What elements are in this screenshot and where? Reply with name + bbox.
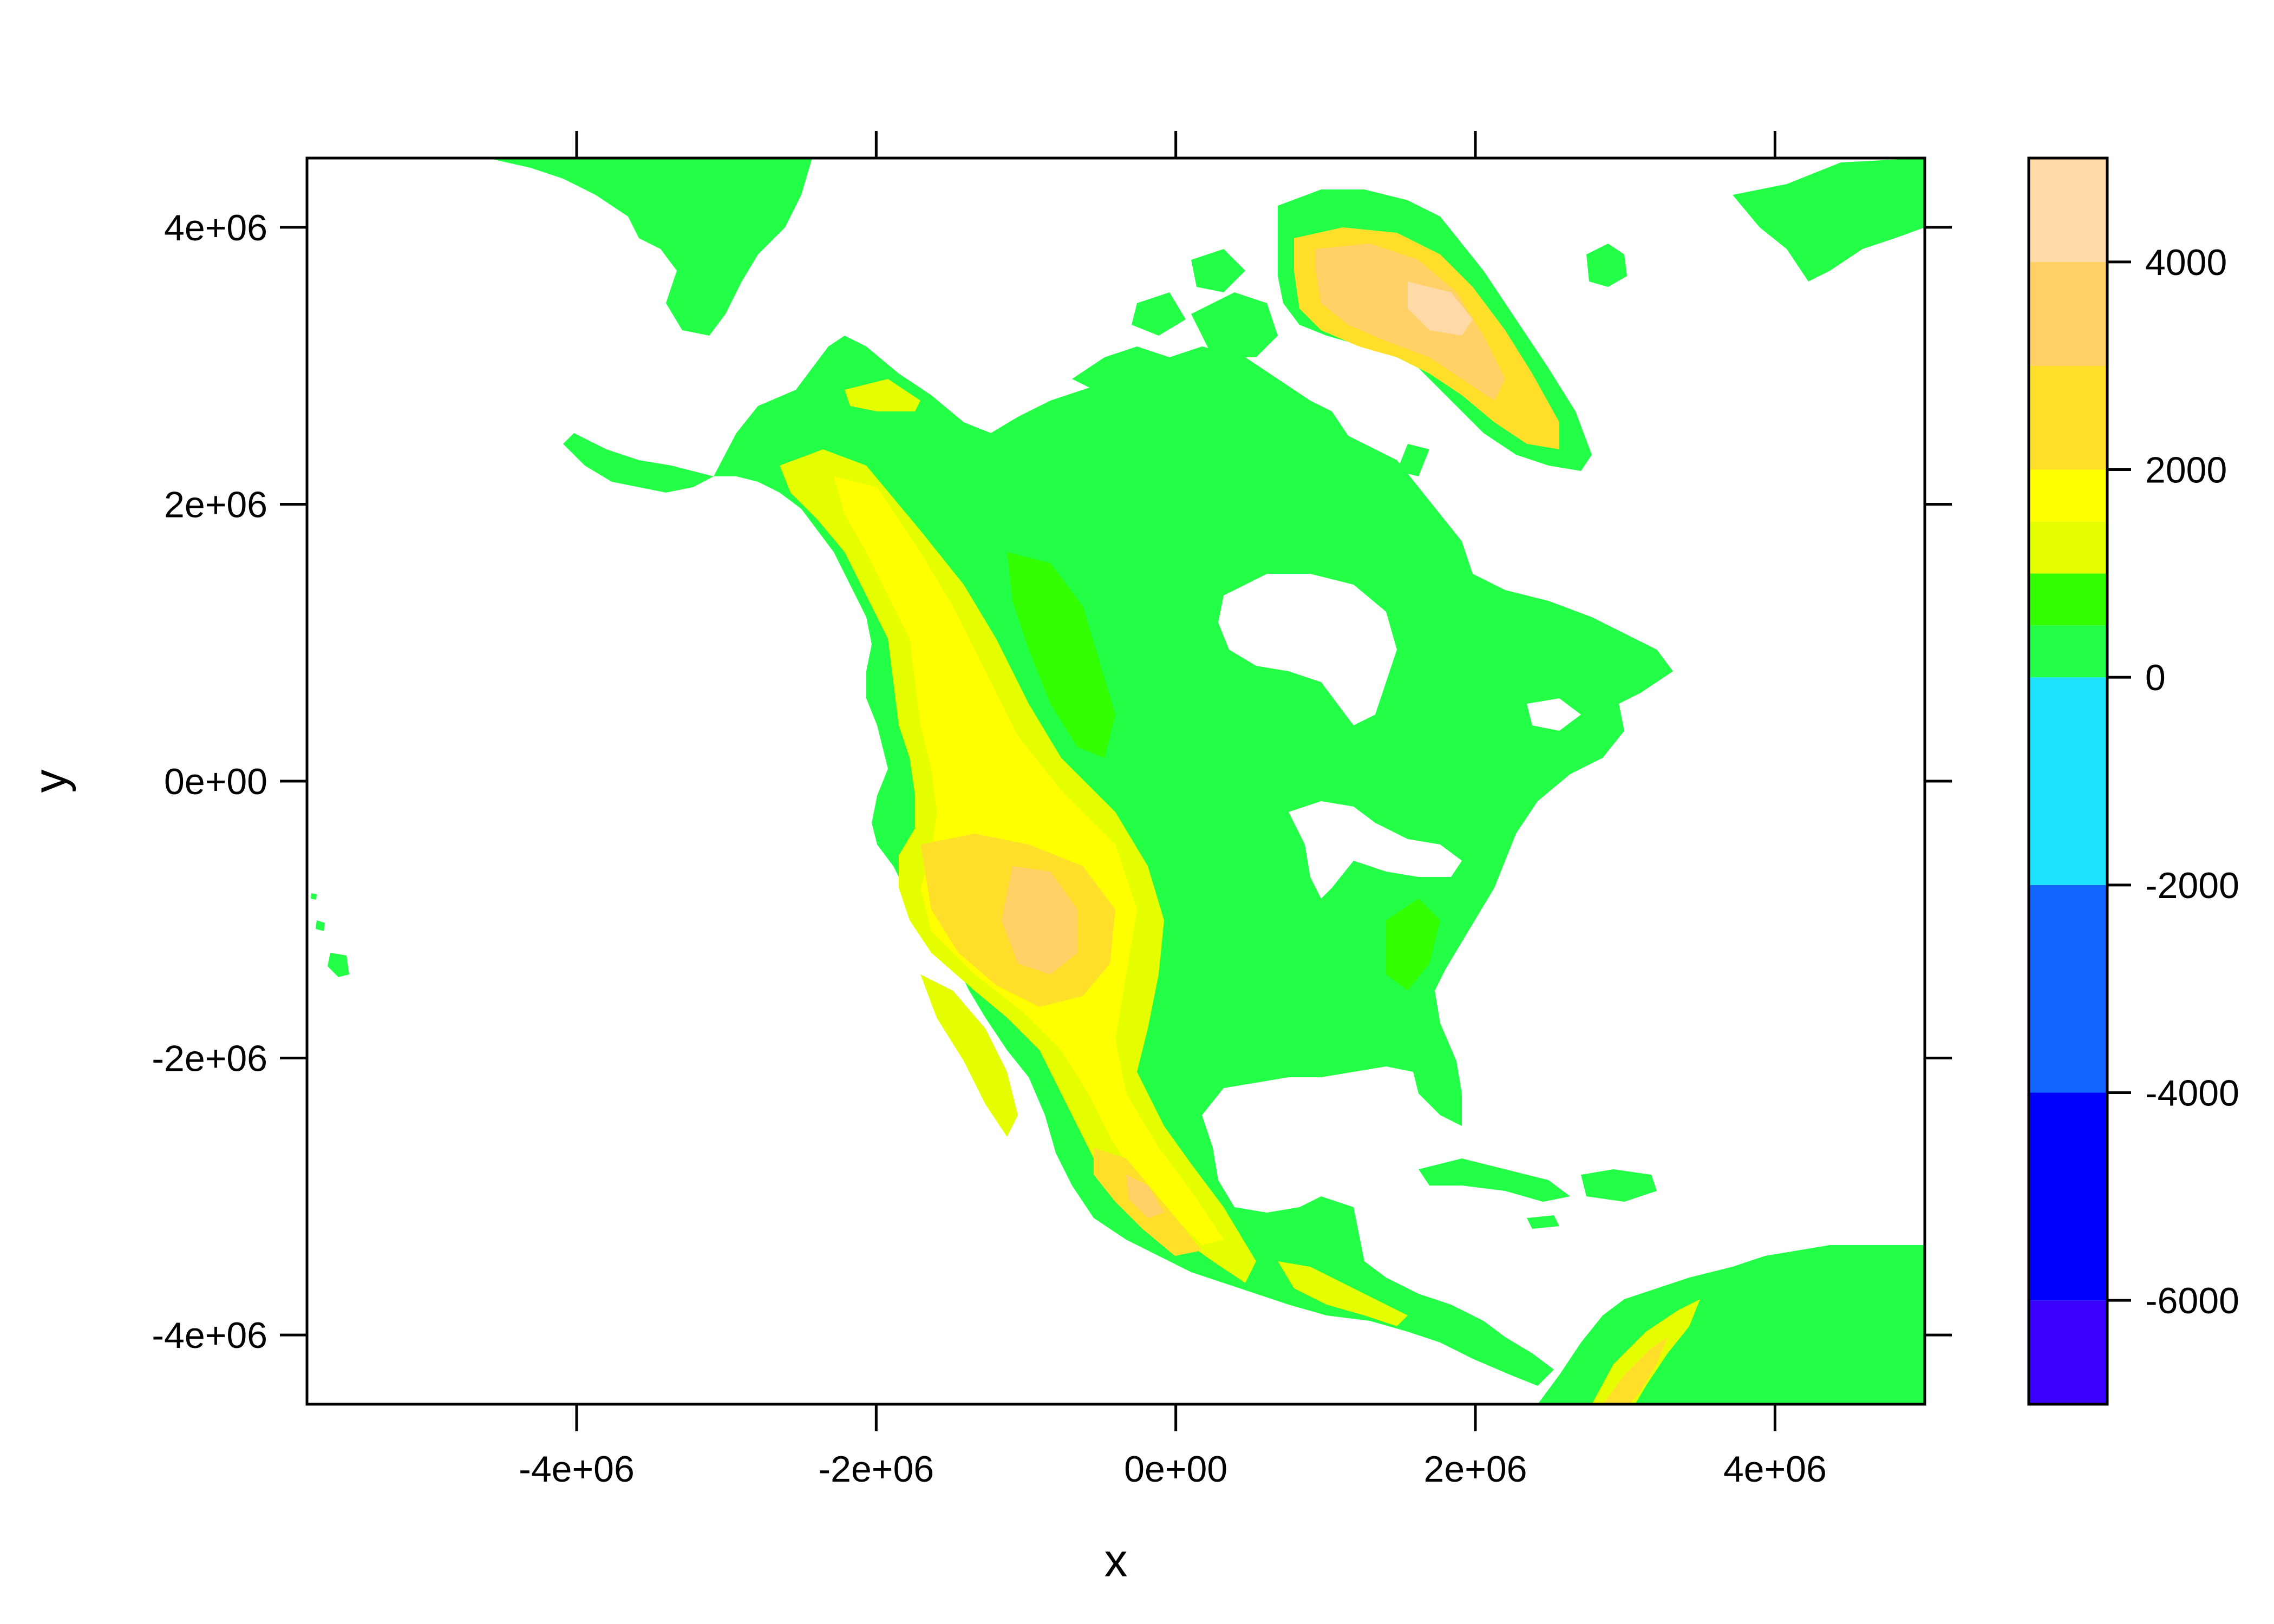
- x-axis-bottom: -4e+06 -2e+06 0e+00 2e+06 4e+06: [519, 1404, 1827, 1490]
- rockies-upland: [1007, 552, 1115, 758]
- arctic-island: [1132, 292, 1186, 336]
- greenland-ice-peak: [1316, 244, 1505, 401]
- hawaii-island: [316, 920, 325, 931]
- gulf-of-st-lawrence: [1527, 698, 1581, 731]
- arctic-island: [1191, 249, 1245, 292]
- arctic-island: [1234, 390, 1354, 466]
- jamaica-island: [1527, 1215, 1559, 1229]
- y-axis-label: y: [24, 770, 76, 793]
- hispaniola-island: [1581, 1169, 1657, 1202]
- x-axis-top: [575, 131, 1776, 158]
- color-key-tick-label: -6000: [2145, 1280, 2239, 1321]
- scandinavia-landmass: [1733, 158, 1925, 281]
- color-key-tick-label: 2000: [2145, 450, 2227, 491]
- color-key-band: [2029, 521, 2107, 574]
- y-tick-label: 0e+00: [164, 761, 267, 802]
- color-key-band: [2029, 625, 2107, 678]
- x-tick-label: 0e+00: [1124, 1449, 1227, 1490]
- greenland-ice-summit: [1408, 281, 1473, 336]
- siberia-landmass: [487, 158, 812, 336]
- color-key-band: [2029, 469, 2107, 522]
- color-key-tick-label: 4000: [2145, 242, 2227, 283]
- color-key-tick-label: -2000: [2145, 865, 2239, 906]
- color-key-band: [2029, 573, 2107, 626]
- arctic-island: [1191, 292, 1278, 357]
- y-axis-right: [1925, 226, 1952, 1337]
- color-key-band: [2029, 158, 2107, 262]
- color-key-tick-label: -4000: [2145, 1073, 2239, 1114]
- x-axis-label: x: [1105, 1535, 1128, 1587]
- baja-upland: [920, 974, 1018, 1137]
- color-key-frame: [2027, 156, 2109, 1406]
- alaska-range-upland: [845, 379, 920, 411]
- map-panel: [305, 156, 1926, 1406]
- iceland-landmass: [1586, 244, 1627, 287]
- x-tick-label: -4e+06: [519, 1449, 635, 1490]
- hawaii-island: [311, 893, 317, 900]
- arctic-island: [1289, 449, 1386, 503]
- hudson-bay: [1218, 574, 1397, 725]
- x-tick-label: -2e+06: [819, 1449, 935, 1490]
- y-tick-label: -4e+06: [152, 1315, 267, 1356]
- y-axis-left: -4e+06 -2e+06 0e+00 2e+06 4e+06: [152, 207, 307, 1356]
- color-key-ticks: -6000 -4000 -2000 0 2000 4000: [2107, 242, 2239, 1321]
- hawaii-island: [328, 953, 349, 977]
- cordillera-peak: [1002, 866, 1077, 974]
- x-tick-label: 4e+06: [1723, 1449, 1827, 1490]
- color-key-tick-label: 0: [2145, 657, 2166, 698]
- color-key-band: [2029, 365, 2107, 470]
- landmass-layer: [311, 158, 1925, 1404]
- andes-mountain: [1603, 1337, 1668, 1404]
- y-tick-label: 4e+06: [164, 207, 267, 248]
- aleutian-peninsula: [563, 433, 714, 493]
- color-key-band: [2029, 677, 2107, 885]
- color-key-bands: [2029, 158, 2107, 1404]
- x-tick-label: 2e+06: [1424, 1449, 1527, 1490]
- cuba-island: [1419, 1158, 1570, 1202]
- color-key-band: [2029, 1092, 2107, 1301]
- andes-upland: [1592, 1299, 1700, 1404]
- color-key: -6000 -4000 -2000 0 2000 4000: [2027, 156, 2239, 1406]
- color-key-band: [2029, 885, 2107, 1093]
- great-lakes: [1289, 801, 1462, 899]
- color-key-band: [2029, 1300, 2107, 1404]
- color-key-band: [2029, 261, 2107, 366]
- y-tick-label: -2e+06: [152, 1038, 267, 1079]
- central-america-upland: [1278, 1261, 1408, 1326]
- appalachian-plains: [1386, 899, 1440, 991]
- y-tick-label: 2e+06: [164, 484, 267, 525]
- mexico-peak: [1126, 1175, 1164, 1218]
- arctic-island: [1072, 346, 1169, 401]
- arctic-island: [1397, 444, 1429, 476]
